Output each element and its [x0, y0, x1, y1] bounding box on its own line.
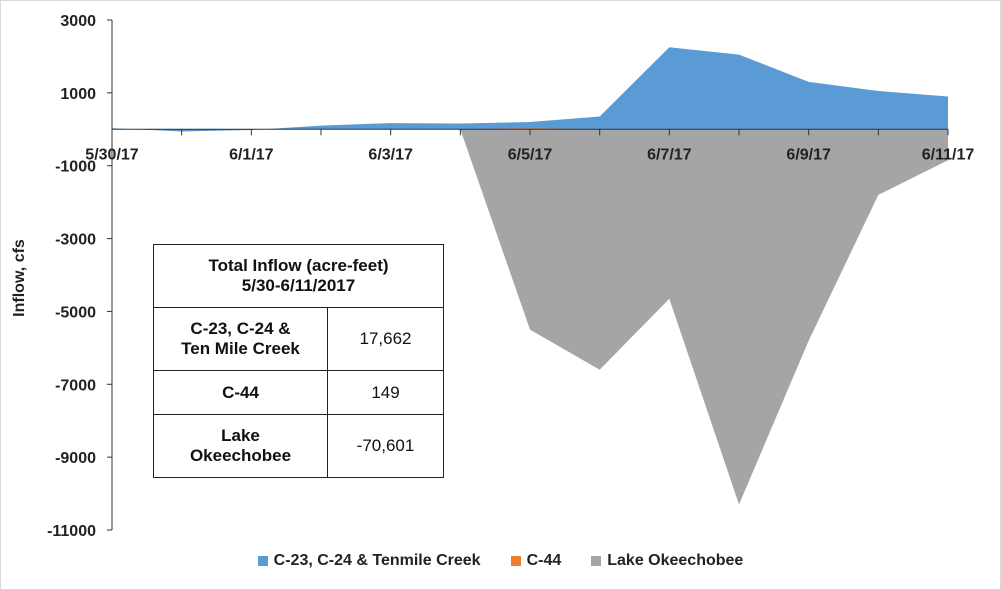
y-tick-label: 3000: [60, 13, 96, 30]
summary-period: 5/30-6/11/2017: [241, 276, 356, 295]
x-tick-label: 6/3/17: [368, 146, 413, 163]
legend-item: C-23, C-24 & Tenmile Creek: [257, 552, 481, 570]
x-tick-label: 6/5/17: [508, 146, 553, 163]
series-area-lake-okeechobee: [112, 129, 948, 505]
series-area-c-44: [112, 128, 948, 130]
x-tick-label: 6/11/17: [922, 146, 975, 163]
summary-row-name-line1: C-44: [222, 382, 259, 402]
y-tick-label: -5000: [55, 304, 96, 321]
summary-row-name-line1: C-23, C-24 &: [190, 319, 291, 338]
legend-label: Lake Okeechobee: [607, 552, 744, 569]
y-tick-label: 1000: [60, 86, 96, 103]
legend-label: C-23, C-24 & Tenmile Creek: [273, 552, 481, 569]
summary-row: Lake Okeechobee -70,601: [153, 414, 444, 478]
summary-row-name: Lake Okeechobee: [153, 414, 328, 478]
legend: C-23, C-24 & Tenmile Creek C-44 Lake Okeec…: [0, 552, 1001, 570]
summary-header-row: Total Inflow (acre-feet) 5/30-6/11/2017: [153, 244, 444, 308]
x-tick-label: 6/1/17: [229, 146, 274, 163]
summary-row-value: 149: [327, 370, 444, 415]
y-tick-label: -11000: [47, 523, 96, 540]
summary-row: C-44 149: [153, 370, 444, 415]
summary-title: Total Inflow (acre-feet): [208, 256, 389, 275]
summary-row-name: C-23, C-24 & Ten Mile Creek: [153, 307, 328, 371]
legend-swatch: [591, 556, 602, 566]
summary-row-name-line2: Okeechobee: [189, 446, 292, 465]
summary-table: Total Inflow (acre-feet) 5/30-6/11/2017 …: [153, 244, 444, 478]
legend-label: C-44: [526, 552, 562, 569]
legend-swatch: [257, 556, 268, 566]
y-tick-label: -7000: [55, 377, 96, 394]
x-tick-label: 5/30/17: [85, 146, 138, 163]
summary-row-name-line2: Ten Mile Creek: [181, 339, 300, 358]
legend-item: Lake Okeechobee: [591, 552, 743, 570]
legend-item: C-44: [510, 552, 562, 570]
summary-row-value: -70,601: [327, 414, 444, 478]
y-tick-label: -3000: [55, 232, 96, 249]
x-tick-label: 6/7/17: [647, 146, 692, 163]
y-tick-label: -1000: [55, 159, 96, 176]
summary-row-name: C-44: [153, 370, 328, 415]
summary-header: Total Inflow (acre-feet) 5/30-6/11/2017: [153, 244, 444, 308]
series-area-c-23-c-24-tenmile-creek: [112, 47, 948, 132]
legend-swatch: [510, 556, 521, 566]
y-axis-title: Inflow, cfs: [11, 239, 28, 317]
y-tick-label: -9000: [55, 450, 96, 467]
summary-row-value: 17,662: [327, 307, 444, 371]
x-tick-label: 6/9/17: [786, 146, 831, 163]
summary-row: C-23, C-24 & Ten Mile Creek 17,662: [153, 307, 444, 371]
summary-row-name-line1: Lake: [221, 426, 260, 445]
